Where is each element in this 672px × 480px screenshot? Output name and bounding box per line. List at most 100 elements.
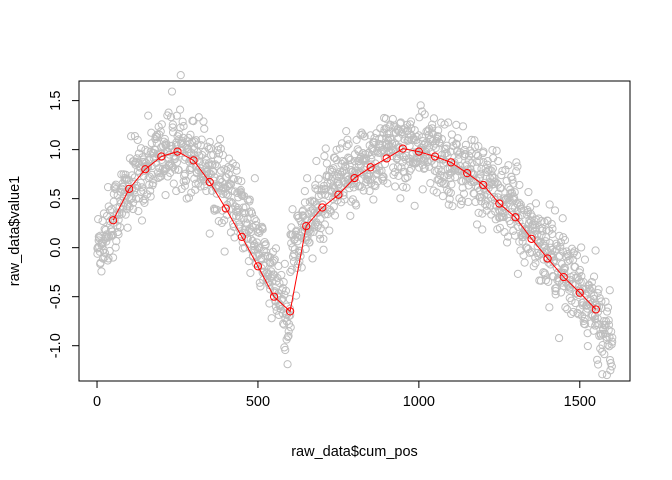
raw-point xyxy=(515,180,524,190)
series-point xyxy=(527,234,536,243)
raw-point xyxy=(258,225,267,234)
raw-point xyxy=(540,241,550,250)
series-point xyxy=(205,177,214,187)
raw-point xyxy=(416,101,425,110)
raw-point xyxy=(193,140,202,149)
raw-point xyxy=(594,360,603,369)
raw-point xyxy=(295,231,304,240)
raw-point xyxy=(298,206,308,215)
raw-point xyxy=(123,223,132,232)
raw-point xyxy=(526,203,535,212)
raw-point xyxy=(267,271,276,281)
series-point xyxy=(334,190,343,199)
series-point xyxy=(575,288,584,297)
raw-point xyxy=(412,132,421,141)
raw-point xyxy=(162,139,171,148)
series-point xyxy=(446,158,456,167)
raw-point xyxy=(210,173,219,182)
raw-point xyxy=(484,166,493,175)
raw-point xyxy=(507,188,516,197)
raw-point xyxy=(461,140,470,149)
raw-point xyxy=(349,183,358,192)
raw-point xyxy=(167,87,177,96)
raw-point xyxy=(499,208,508,218)
raw-point xyxy=(252,217,261,226)
raw-point xyxy=(172,186,181,196)
raw-point xyxy=(179,122,188,131)
raw-point xyxy=(136,178,145,187)
raw-point xyxy=(382,133,391,142)
raw-point xyxy=(446,174,455,183)
y-axis-label: raw_data$value1 xyxy=(7,176,23,286)
raw-point xyxy=(593,355,602,364)
raw-point xyxy=(445,194,454,204)
raw-point xyxy=(540,247,549,257)
raw-point xyxy=(541,276,550,285)
raw-point xyxy=(594,285,603,294)
raw-point xyxy=(316,234,325,243)
raw-point xyxy=(191,136,201,145)
raw-point xyxy=(277,270,286,280)
raw-point xyxy=(330,153,339,163)
raw-point xyxy=(215,134,225,144)
raw-point xyxy=(186,130,195,139)
raw-point xyxy=(476,170,485,179)
raw-point xyxy=(176,105,185,114)
raw-point xyxy=(285,304,295,313)
raw-point xyxy=(472,220,482,229)
raw-point xyxy=(504,161,513,170)
raw-point xyxy=(459,189,469,198)
raw-point xyxy=(214,149,224,158)
raw-point xyxy=(241,209,250,218)
raw-point xyxy=(379,172,388,181)
x-axis-label: raw_data$cum_pos xyxy=(291,444,418,460)
raw-point xyxy=(464,156,473,165)
raw-point xyxy=(598,347,607,356)
raw-point xyxy=(531,259,540,268)
raw-point xyxy=(427,124,437,133)
raw-point xyxy=(388,114,397,124)
series-point xyxy=(189,156,198,165)
raw-point xyxy=(558,214,567,223)
raw-point xyxy=(94,215,103,224)
raw-point xyxy=(565,255,574,264)
raw-point xyxy=(570,247,579,256)
raw-point xyxy=(541,270,550,279)
raw-point xyxy=(180,181,189,190)
raw-point xyxy=(96,258,105,267)
series-point xyxy=(109,216,118,225)
raw-point xyxy=(209,167,218,176)
series-point xyxy=(382,154,391,163)
raw-point xyxy=(496,184,506,193)
raw-point xyxy=(189,117,198,126)
raw-point xyxy=(207,161,216,170)
series-point xyxy=(398,144,407,153)
raw-point xyxy=(433,131,442,141)
raw-point xyxy=(510,194,519,203)
raw-point xyxy=(298,211,307,220)
y-tick-label: -1.0 xyxy=(48,333,64,358)
raw-point xyxy=(453,134,462,143)
raw-point xyxy=(502,238,512,247)
raw-point xyxy=(172,111,181,120)
raw-point xyxy=(547,219,556,229)
raw-point xyxy=(605,342,614,351)
raw-point xyxy=(240,243,249,252)
raw-point xyxy=(121,210,130,219)
raw-point xyxy=(205,137,214,147)
raw-point xyxy=(230,175,239,184)
raw-point xyxy=(172,158,181,167)
raw-point xyxy=(457,196,467,206)
raw-point xyxy=(200,124,209,133)
raw-point xyxy=(548,224,557,233)
raw-point xyxy=(267,314,276,323)
raw-point xyxy=(483,160,492,169)
x-tick-label: 0 xyxy=(93,394,101,410)
raw-point xyxy=(563,257,572,266)
series-point xyxy=(221,204,230,213)
raw-point xyxy=(147,170,157,179)
raw-point xyxy=(552,284,561,293)
raw-point xyxy=(325,226,334,235)
raw-point xyxy=(588,283,597,292)
